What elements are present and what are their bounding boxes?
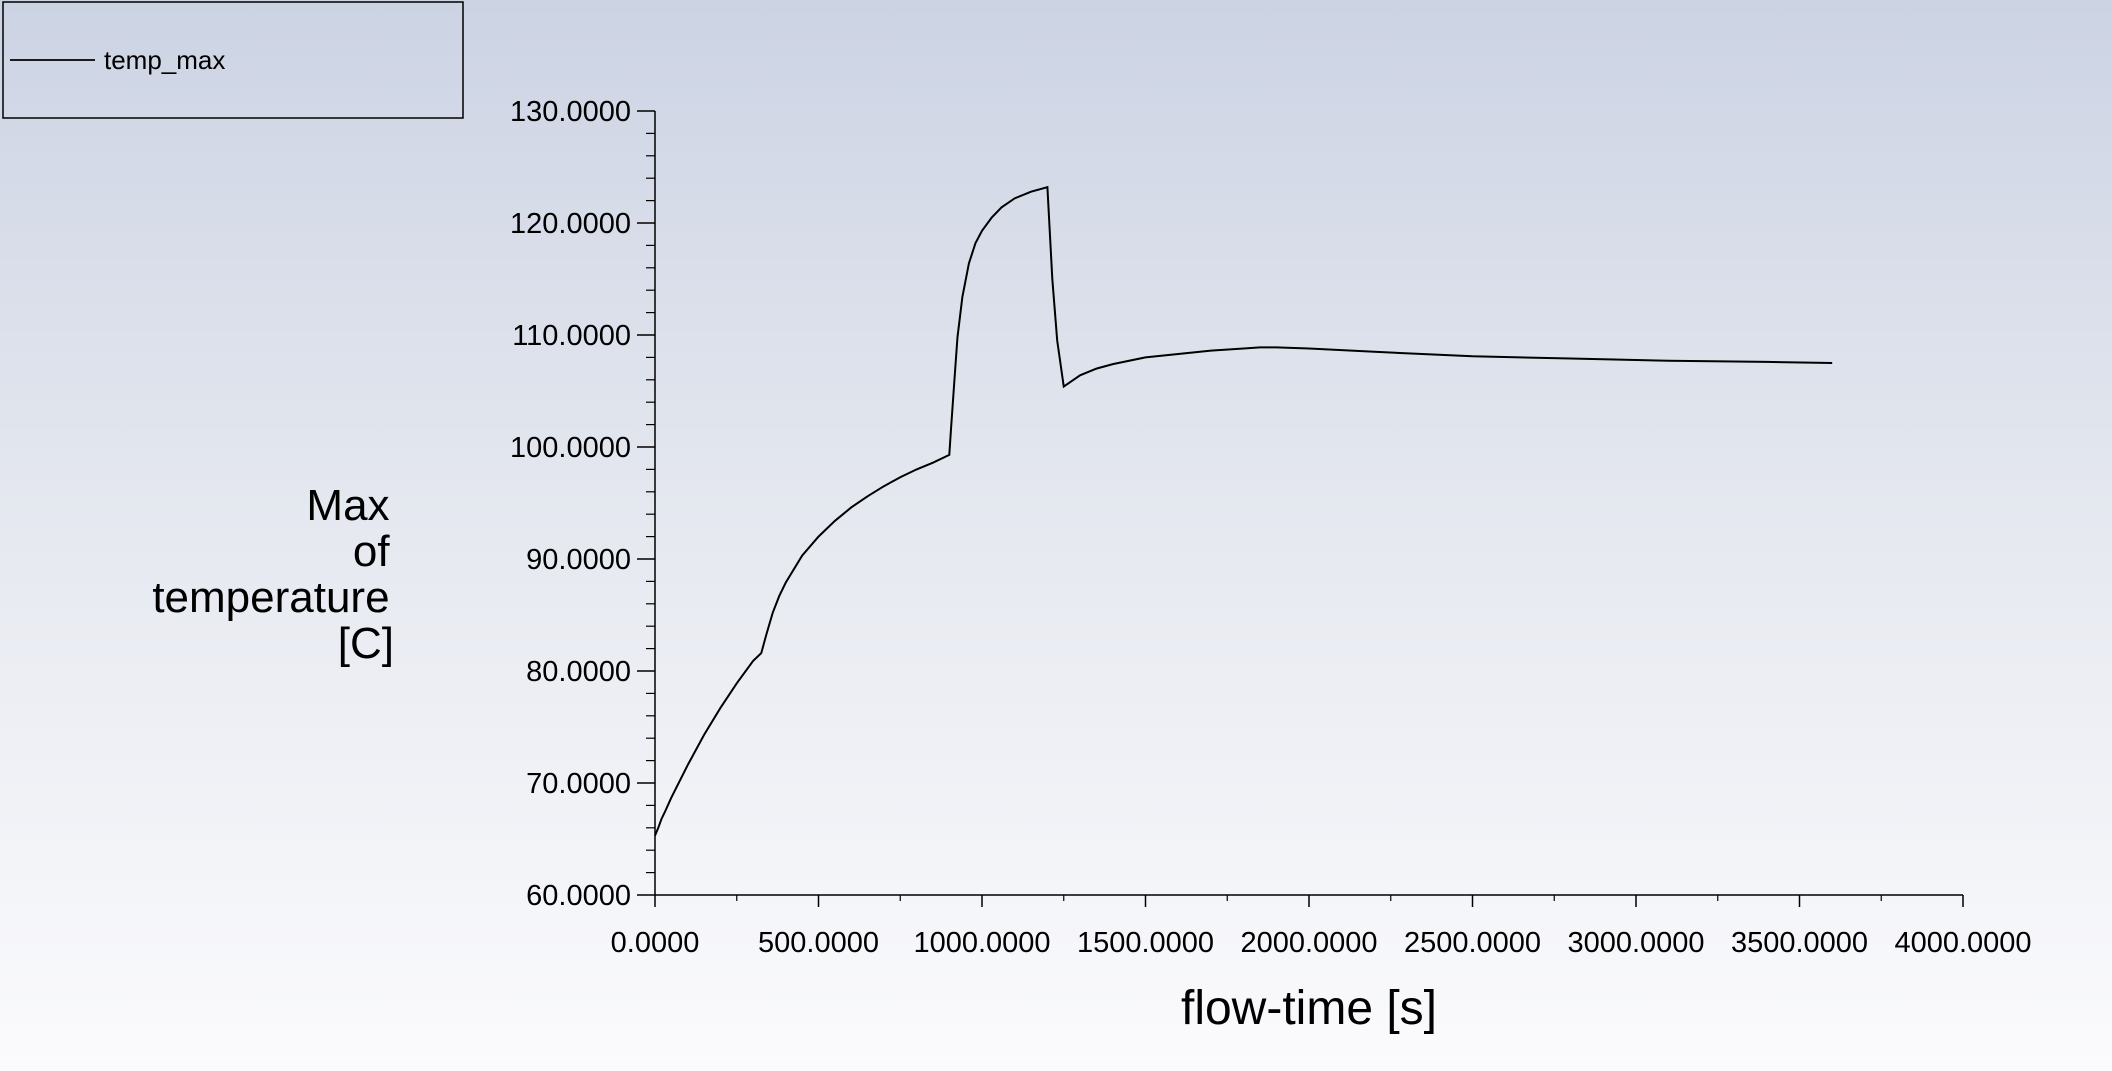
legend: temp_max: [2, 1, 464, 119]
y-axis-label-line: of: [353, 527, 390, 576]
y-tick-label: 70.0000: [526, 768, 631, 800]
x-tick-label: 1500.0000: [1077, 927, 1214, 959]
x-tick-label: 0.0000: [611, 927, 700, 959]
y-tick-label: 80.0000: [526, 656, 631, 688]
y-axis-label: Max of temperature [C]: [152, 481, 394, 668]
y-axis-label-line: temperature: [152, 573, 389, 622]
y-axis-label-line: Max: [306, 481, 389, 530]
y-axis-label-line: [C]: [338, 619, 394, 668]
axes: [654, 111, 1963, 896]
y-tick-label: 110.0000: [512, 320, 631, 352]
y-tick-label: 130.0000: [510, 96, 631, 128]
x-tick-label: 3000.0000: [1567, 927, 1704, 959]
x-axis-label: flow-time [s]: [1181, 982, 1437, 1035]
y-tick-label: 90.0000: [526, 544, 631, 576]
y-ticks: 60.0000 70.0000 80.0000 90.0000 100.0000 110.…: [510, 96, 655, 912]
x-tick-label: 1000.0000: [913, 927, 1050, 959]
y-tick-label: 120.0000: [510, 208, 631, 240]
legend-label: temp_max: [104, 45, 225, 75]
x-tick-label: 2500.0000: [1404, 927, 1541, 959]
y-tick-label: 100.0000: [510, 432, 631, 464]
y-tick-label: 60.0000: [526, 880, 631, 912]
x-tick-label: 4000.0000: [1894, 927, 2031, 959]
series-line-temp-max: [654, 185, 1833, 837]
x-tick-label: 3500.0000: [1731, 927, 1868, 959]
x-tick-label: 500.0000: [758, 927, 879, 959]
x-ticks: 0.0000 500.0000 1000.0000 1500.0000 2000.000…: [611, 895, 2032, 959]
legend-box: [2, 1, 464, 119]
x-tick-label: 2000.0000: [1240, 927, 1377, 959]
